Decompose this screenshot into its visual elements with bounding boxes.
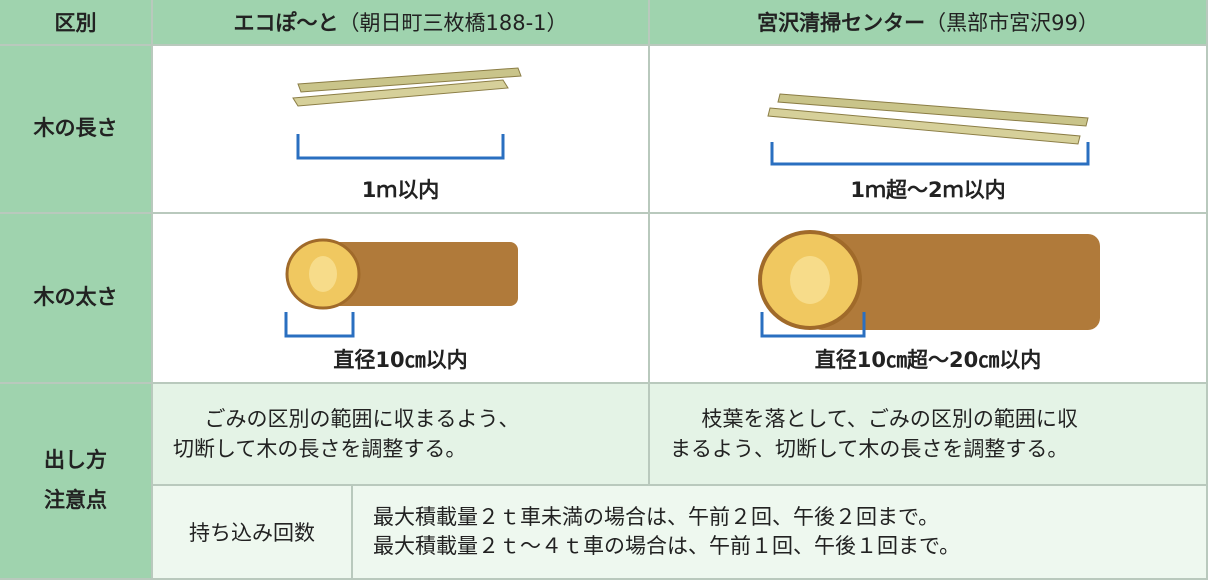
branch-illustration (767, 93, 1090, 166)
note-cell: ごみの区別の範囲に収まるよう、切断して木の長さを調整する。 (153, 384, 650, 486)
site-name: 宮沢清掃センター (757, 11, 926, 35)
caption: 直径10㎝超〜20㎝以内 (814, 348, 1042, 372)
visits-line: 最大積載量２ｔ車未満の場合は、午前２回、午後２回まで。 (373, 504, 940, 529)
row-label: 木の太さ (0, 214, 153, 384)
cell: 直径10㎝以内 (153, 214, 650, 384)
header-cell: エコぽ〜と （朝日町三枚橋188-1） (153, 0, 650, 46)
visits-label-cell: 持ち込み回数 (153, 486, 353, 580)
note-line: ごみの区別の範囲に収まるよう、 (204, 406, 520, 431)
note-line: 切断して木の長さを調整する。 (173, 437, 467, 461)
log-illustration (284, 238, 518, 338)
header-category: 区別 (54, 11, 97, 35)
row-label: 木の長さ (0, 46, 153, 214)
caption: 1ｍ以内 (361, 178, 440, 202)
label: 出し方 (44, 448, 107, 473)
label: 木の太さ (33, 285, 118, 310)
label: 注意点 (44, 488, 107, 512)
site-address: （朝日町三枚橋188-1） (338, 11, 568, 35)
site-address: （黒部市宮沢99） (925, 11, 1099, 35)
visits-cell: 最大積載量２ｔ車未満の場合は、午前２回、午後２回まで。 最大積載量２ｔ〜４ｔ車の場… (353, 486, 1208, 580)
cell: 1ｍ超〜2ｍ以内 (650, 46, 1208, 214)
caption: 直径10㎝以内 (333, 348, 468, 372)
branch-illustration (292, 67, 522, 160)
note-line: 枝葉を落として、ごみの区別の範囲に収 (701, 406, 1078, 431)
cell: 直径10㎝超〜20㎝以内 (650, 214, 1208, 384)
caption: 1ｍ超〜2ｍ以内 (850, 178, 1006, 202)
header-cell: 宮沢清掃センター （黒部市宮沢99） (650, 0, 1208, 46)
site-name: エコぽ〜と (233, 11, 339, 35)
log-illustration (758, 230, 1100, 338)
header-cell: 区別 (0, 0, 153, 46)
label: 木の長さ (33, 116, 118, 141)
note-line: まるよう、切断して木の長さを調整する。 (670, 437, 1069, 461)
note-cell: 枝葉を落として、ごみの区別の範囲に収まるよう、切断して木の長さを調整する。 (650, 384, 1208, 486)
visits-label: 持ち込み回数 (189, 521, 315, 545)
row-label: 出し方 注意点 (0, 384, 153, 580)
visits-line: 最大積載量２ｔ〜４ｔ車の場合は、午前１回、午後１回まで。 (373, 534, 961, 558)
cell: 1ｍ以内 (153, 46, 650, 214)
